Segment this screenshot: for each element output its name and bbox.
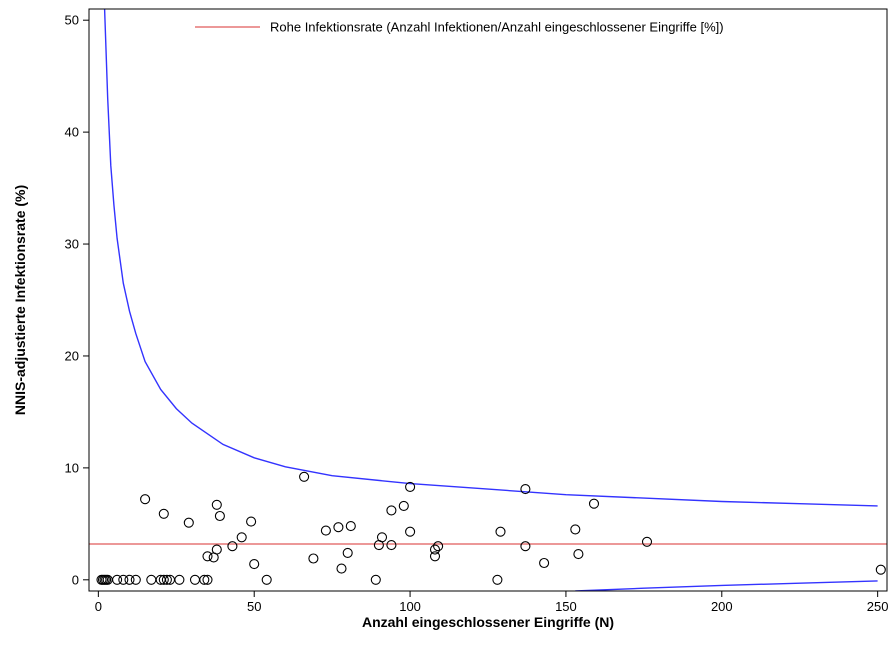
data-point: [308, 553, 319, 564]
plot-background: [89, 9, 887, 591]
data-point: [118, 574, 129, 585]
data-point: [429, 551, 441, 562]
data-point: [405, 481, 416, 492]
data-point: [161, 574, 172, 585]
data-point: [211, 544, 222, 555]
data-point: [199, 574, 210, 585]
data-point: [520, 541, 531, 552]
data-point: [342, 547, 353, 558]
data-point: [202, 551, 213, 562]
data-point: [539, 557, 550, 569]
upper-control-limit-line: [103, 9, 878, 507]
data-point: [124, 574, 135, 585]
data-point: [520, 484, 531, 495]
data-point: [227, 541, 238, 552]
data-point: [386, 505, 397, 516]
data-point: [336, 563, 347, 574]
y-tick-label: 10: [65, 460, 79, 475]
data-point: [570, 524, 581, 535]
data-point: [320, 525, 331, 536]
data-point: [158, 508, 169, 519]
x-tick-label: 150: [555, 599, 577, 614]
data-point: [333, 522, 344, 533]
data-point: [386, 540, 397, 551]
y-axis-title: NNIS-adjustierte Infektionsrate (%): [12, 185, 28, 415]
data-point: [370, 574, 381, 585]
legend: Rohe Infektionsrate (Anzahl Infektionen/…: [195, 20, 724, 35]
data-point: [130, 574, 141, 585]
x-tick-label: 200: [711, 599, 733, 614]
data-point: [641, 536, 653, 547]
x-tick-label: 50: [247, 599, 261, 614]
data-point: [112, 574, 123, 585]
data-point: [433, 541, 444, 552]
data-point: [236, 532, 247, 543]
data-point: [588, 498, 600, 509]
plot-frame: [88, 8, 888, 592]
data-point: [158, 574, 169, 585]
x-tick-label: 0: [95, 599, 102, 614]
y-tick-label: 40: [65, 125, 79, 140]
y-tick-label: 30: [65, 237, 79, 252]
data-point: [140, 494, 151, 505]
data-point: [376, 532, 388, 543]
data-point: [875, 564, 886, 575]
y-tick-label: 0: [72, 572, 79, 587]
data-point: [345, 521, 356, 532]
plot-area: [89, 9, 887, 591]
data-point: [214, 510, 225, 522]
data-point: [429, 544, 441, 555]
data-point: [398, 500, 409, 511]
data-point: [299, 471, 310, 482]
data-point: [405, 526, 416, 537]
data-point: [246, 516, 257, 527]
legend-label-crude-rate: Rohe Infektionsrate (Anzahl Infektionen/…: [270, 20, 724, 35]
data-point: [174, 574, 185, 585]
data-point: [495, 526, 506, 537]
x-tick-label: 250: [867, 599, 889, 614]
data-point: [202, 574, 213, 585]
y-tick-label: 50: [65, 13, 79, 28]
y-tick-label: 20: [65, 348, 79, 363]
data-point: [183, 517, 194, 528]
x-axis-title: Anzahl eingeschlossener Eingriffe (N): [362, 614, 614, 630]
lower-control-limit-line: [575, 580, 878, 591]
data-point: [211, 499, 222, 510]
data-point: [249, 559, 260, 570]
marks-layer: [96, 471, 886, 585]
data-point: [492, 574, 503, 585]
axes: 0 50 100 150 200 250 0 10 20 30 40 50: [65, 8, 889, 614]
x-tick-label: 100: [399, 599, 421, 614]
data-point: [261, 574, 272, 585]
data-point: [573, 549, 584, 560]
